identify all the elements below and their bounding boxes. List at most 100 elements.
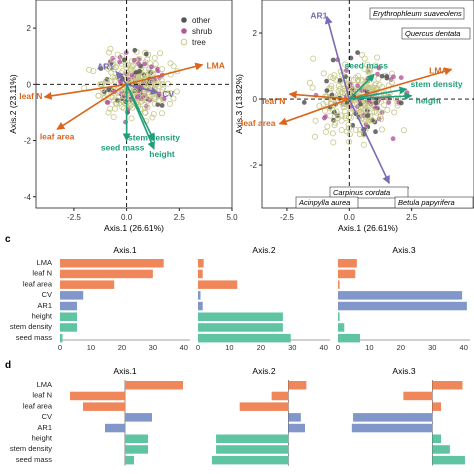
arrow-label: leaf N — [19, 91, 42, 101]
y-axis-label: Axis.2 (23.11%) — [8, 74, 18, 134]
category-label: leaf N — [32, 269, 52, 278]
y-tick-label: -2 — [250, 161, 258, 170]
bar — [60, 280, 115, 289]
point-tree — [392, 95, 399, 102]
arrow-label: height — [416, 96, 442, 106]
point-tree — [374, 54, 381, 61]
point-tree — [110, 114, 117, 121]
point-shrub — [386, 100, 392, 105]
legend-label-shrub: shrub — [192, 27, 213, 36]
category-label: LMA — [37, 380, 52, 389]
x-tick-label: 2.5 — [406, 213, 418, 222]
loading-arrow-cv — [126, 83, 160, 95]
point-tree — [159, 86, 166, 93]
loading-arrow-lma — [126, 62, 204, 86]
point-tree — [107, 45, 114, 52]
species-label-box — [394, 196, 474, 209]
point-shrub — [355, 83, 360, 89]
point-tree — [349, 85, 356, 92]
point-tree — [331, 122, 338, 129]
point-tree — [328, 85, 335, 92]
point-tree — [141, 109, 148, 116]
bar — [288, 381, 307, 390]
point-tree — [306, 79, 313, 86]
category-label: leaf area — [23, 401, 53, 410]
point-tree — [364, 61, 371, 68]
point-tree — [342, 115, 349, 122]
panel-a-biplot: -2.5 0.0 2.5 5.0 -4 -2 0 2 Axis.1 (26.61%) Axis.2… — [8, 0, 238, 233]
x-tick-label: 30 — [149, 343, 157, 352]
legend-key-shrub — [181, 28, 187, 34]
facet-title: Axis.3 — [392, 366, 415, 376]
facet-title: Axis.2 — [252, 245, 275, 255]
point-tree — [110, 56, 117, 63]
point-shrub — [322, 115, 327, 121]
point-tree — [342, 61, 349, 68]
category-label: stem density — [10, 322, 52, 331]
point-tree — [343, 128, 350, 135]
loading-arrow-ar1 — [324, 15, 351, 100]
point-tree — [158, 66, 165, 73]
facet-title: Axis.1 — [113, 366, 136, 376]
species-label: Carpinus cordata — [333, 188, 390, 197]
point-tree — [127, 67, 134, 74]
bar — [83, 402, 125, 411]
point-tree — [149, 114, 156, 121]
point-other — [398, 100, 404, 106]
plot-frame — [261, 0, 474, 209]
bar — [338, 312, 340, 321]
point-tree — [167, 90, 174, 97]
point-tree — [352, 74, 359, 81]
category-label: height — [32, 434, 53, 443]
species-label-box — [401, 27, 471, 40]
point-tree — [320, 70, 327, 77]
bar — [60, 291, 84, 300]
point-shrub — [390, 136, 396, 142]
point-tree — [152, 61, 159, 68]
point-tree — [101, 95, 108, 102]
point-tree — [388, 79, 395, 86]
panel-b-biplot: -2.5 0.0 2.5 -2 0 2 Axis.1 (26.61%) Axis.3 (13.… — [234, 0, 474, 233]
x-axis-label: Axis.1 (26.61%) — [338, 223, 398, 233]
point-tree — [365, 84, 372, 91]
point-tree — [107, 105, 114, 112]
y-tick-label: -4 — [24, 193, 32, 202]
point-tree — [331, 72, 338, 79]
bar — [432, 445, 450, 454]
point-shrub — [404, 90, 410, 96]
point-tree — [113, 64, 120, 71]
arrow-label: seed mass — [101, 143, 145, 153]
point-tree — [371, 108, 378, 115]
point-tree — [334, 112, 341, 119]
bar — [338, 269, 356, 279]
point-tree — [146, 68, 153, 75]
bar — [351, 423, 433, 433]
point-tree — [333, 108, 340, 115]
arrow-label: seed mass — [344, 60, 388, 70]
point-other — [301, 100, 307, 105]
point-other — [115, 97, 120, 103]
y-tick-label: -2 — [24, 137, 32, 146]
point-tree — [111, 77, 118, 84]
category-label: seed mass — [16, 333, 53, 342]
bar — [432, 455, 465, 465]
arrow-label: AR1 — [310, 11, 327, 21]
point-tree — [365, 85, 372, 92]
point-tree — [166, 100, 173, 107]
point-tree — [361, 65, 368, 72]
point-tree — [118, 53, 125, 60]
point-tree — [165, 90, 172, 97]
point-other — [324, 78, 329, 84]
bar — [70, 391, 125, 401]
species-label: Acinpylla aurea — [298, 198, 350, 207]
point-tree — [358, 108, 365, 115]
category-label: leaf N — [32, 391, 52, 400]
point-shrub — [117, 59, 122, 65]
point-tree — [90, 68, 97, 75]
point-tree — [346, 138, 353, 145]
x-tick-label: -2.5 — [67, 213, 81, 222]
species-label-box — [295, 196, 359, 209]
point-other — [143, 51, 149, 57]
point-tree — [140, 94, 147, 101]
point-tree — [358, 52, 365, 59]
